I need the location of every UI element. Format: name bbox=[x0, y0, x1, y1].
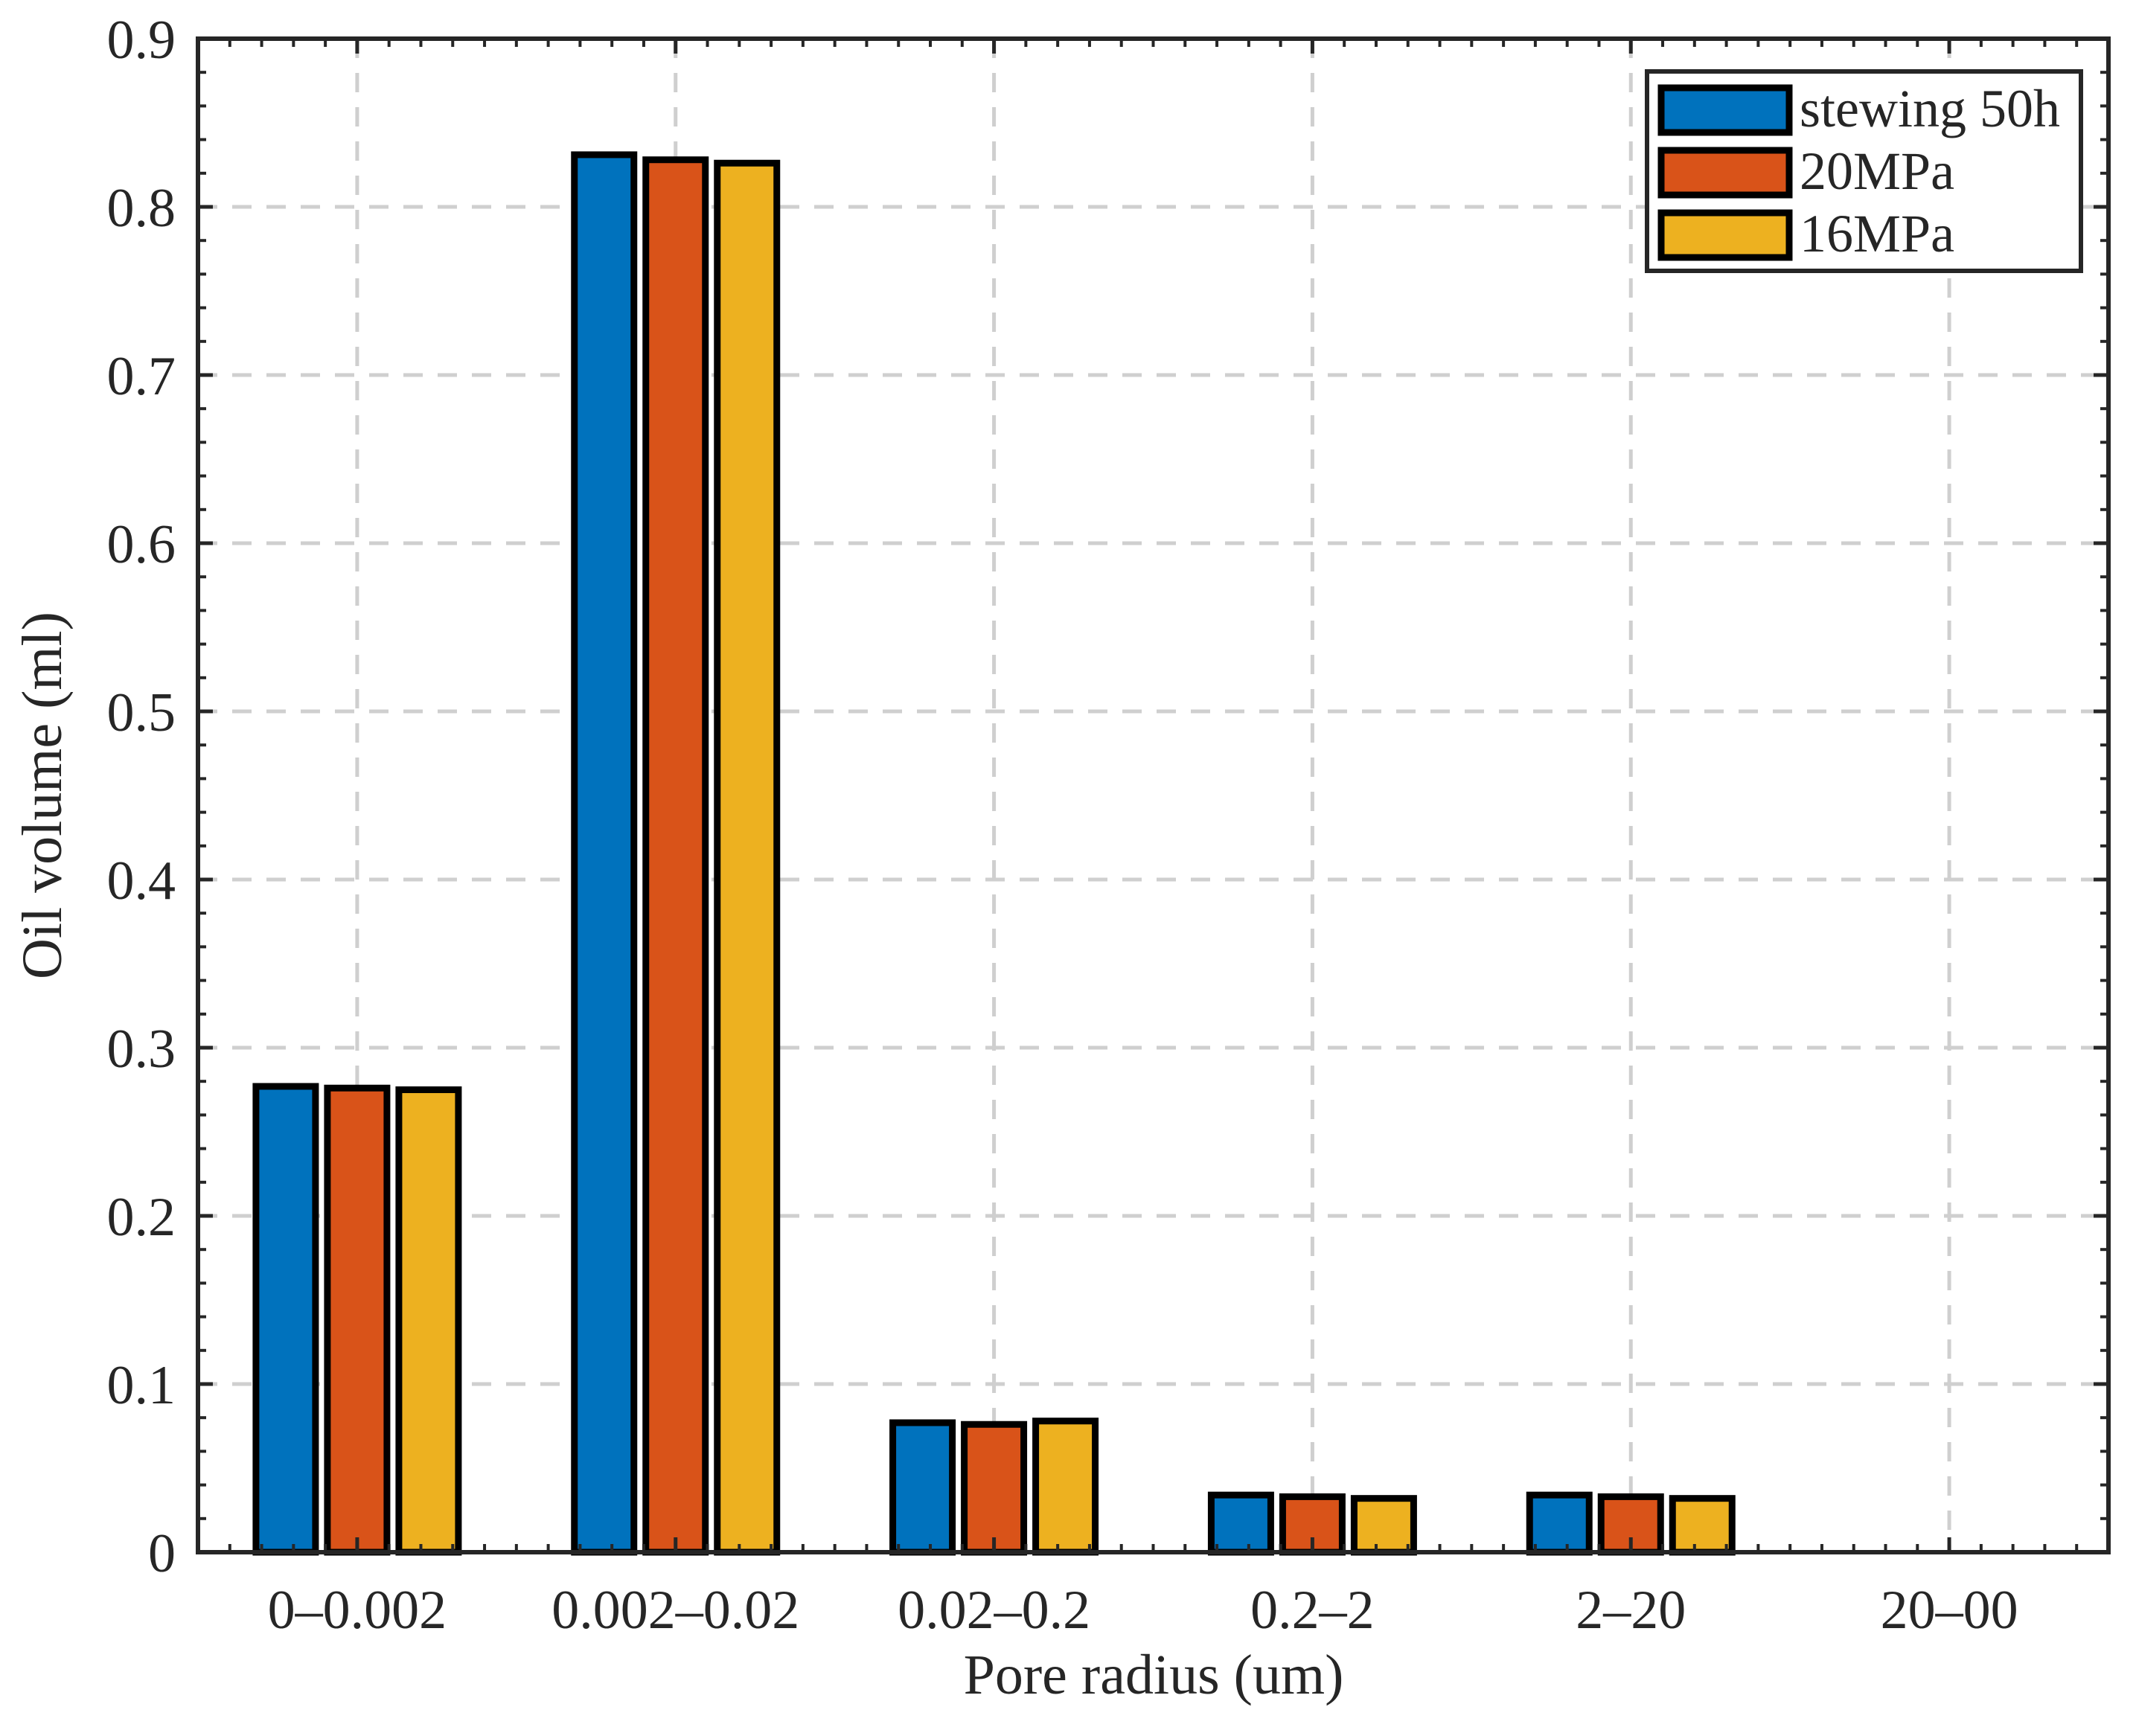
bar-stewing-50h bbox=[252, 1083, 319, 1556]
legend-label: stewing 50h bbox=[1800, 79, 2060, 138]
legend-label: 20MPa bbox=[1800, 141, 1954, 201]
x-tick-label: 0–0.002 bbox=[268, 1580, 447, 1641]
bar-stewing-50h bbox=[571, 151, 638, 1556]
y-axis-label: Oil volume (ml) bbox=[11, 612, 74, 979]
y-tick-label: 0.4 bbox=[107, 851, 176, 912]
y-tick-label: 0.6 bbox=[107, 514, 176, 575]
y-tick-label: 0.1 bbox=[107, 1355, 176, 1416]
y-tick-label: 0.2 bbox=[107, 1187, 176, 1248]
bar-16mpa bbox=[395, 1086, 462, 1556]
x-tick-label: 0.002–0.02 bbox=[551, 1580, 799, 1641]
bar-stewing-50h bbox=[1526, 1491, 1593, 1556]
legend-swatch bbox=[1657, 147, 1793, 199]
x-tick-label: 2–20 bbox=[1576, 1580, 1686, 1641]
x-axis-label: Pore radius (um) bbox=[964, 1644, 1344, 1706]
bar-20mpa bbox=[642, 156, 709, 1556]
x-tick-label: 0.02–0.2 bbox=[898, 1580, 1090, 1641]
bar-16mpa bbox=[1350, 1495, 1417, 1556]
x-tick-label: 20–00 bbox=[1881, 1580, 2018, 1641]
bar-16mpa bbox=[1669, 1495, 1736, 1556]
y-tick-label: 0.3 bbox=[107, 1019, 176, 1080]
y-tick-label: 0.9 bbox=[107, 10, 176, 71]
bar-20mpa bbox=[324, 1084, 391, 1556]
bar-16mpa bbox=[1032, 1418, 1099, 1556]
legend-swatch bbox=[1657, 84, 1793, 136]
bar-20mpa bbox=[961, 1420, 1028, 1556]
x-tick-labels: 0–0.002 0.002–0.02 0.02–0.2 0.2–2 2–20 20–00 bbox=[268, 1580, 2018, 1641]
bar-stewing-50h bbox=[1207, 1491, 1274, 1556]
y-tick-label: 0.8 bbox=[107, 178, 176, 239]
axis-ticks bbox=[196, 36, 2110, 1554]
bar-stewing-50h bbox=[889, 1419, 956, 1556]
legend-label: 16MPa bbox=[1800, 204, 1954, 263]
bar-16mpa bbox=[714, 159, 781, 1556]
y-tick-labels: 0 0.1 0.2 0.3 0.4 0.5 0.6 0.7 0.8 0.9 bbox=[107, 10, 176, 1584]
bars bbox=[252, 151, 1736, 1556]
legend-swatch bbox=[1657, 209, 1793, 261]
x-tick-label: 0.2–2 bbox=[1250, 1580, 1375, 1641]
y-tick-label: 0 bbox=[148, 1523, 176, 1584]
y-tick-label: 0.7 bbox=[107, 346, 176, 407]
y-tick-label: 0.5 bbox=[107, 682, 176, 743]
